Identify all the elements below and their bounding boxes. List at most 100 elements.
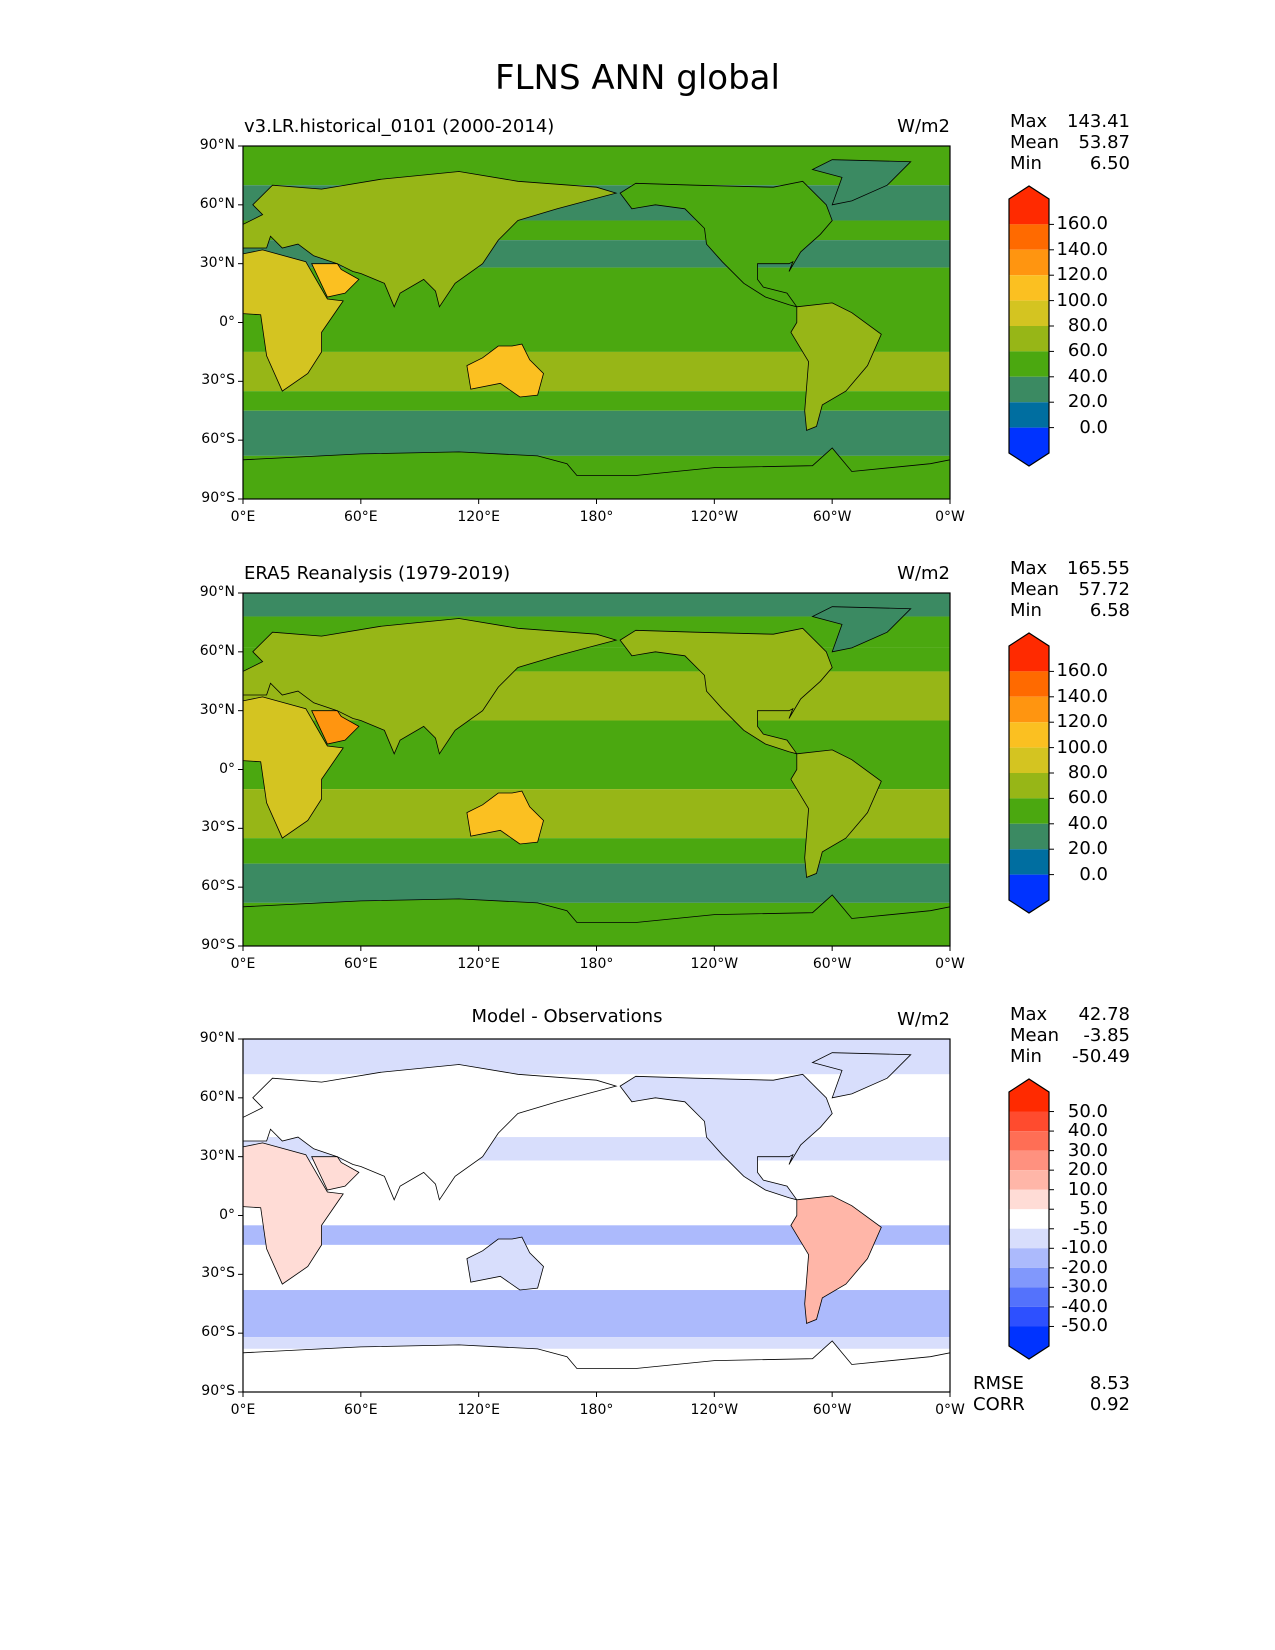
coastline-austr (466, 343, 544, 398)
colorbar-3 (1008, 1078, 1054, 1360)
colorbar-label: 50.0 (1067, 1100, 1108, 1122)
coastline-eurasia (243, 1064, 618, 1201)
colorbar-segment (1009, 326, 1049, 352)
y-tick-label: 60°N (199, 195, 235, 212)
colorbar-segment (1009, 427, 1049, 466)
x-tick-label: 120°E (457, 956, 500, 972)
stat-max-value: 143.41 (1067, 111, 1130, 132)
x-tick-label: 180° (579, 509, 614, 525)
colorbar-segment (1009, 1079, 1049, 1112)
colorbar-segment (1009, 1287, 1049, 1307)
y-tick-label: 90°S (201, 490, 235, 506)
colorbar-label: 30.0 (1067, 1139, 1108, 1161)
colorbar-label: 0.0 (1079, 863, 1108, 885)
x-tick-label: 60°W (812, 509, 852, 525)
coastline-arabia (311, 710, 360, 745)
colorbar-segment (1009, 402, 1049, 428)
colorbar-label: -20.0 (1061, 1256, 1108, 1278)
x-tick-label: 60°W (812, 956, 852, 972)
coastline-antarc (243, 447, 950, 499)
stat-mean-value: 57.72 (1078, 579, 1130, 600)
colorbar-segment (1009, 633, 1049, 672)
colorbar-segment (1009, 798, 1049, 824)
colorbar-segment (1009, 1248, 1049, 1268)
stat-min-value: -50.49 (1071, 1046, 1130, 1067)
coastline-austr (466, 790, 544, 845)
map-panel-1 (238, 145, 951, 504)
y-tick-label: 30°S (201, 372, 235, 389)
corr-label: CORR (973, 1394, 1025, 1415)
colorbar-segment (1009, 773, 1049, 799)
panel-title: Model - Observations (471, 1006, 663, 1027)
colorbar-label: 160.0 (1056, 660, 1108, 682)
colorbar-segment (1009, 671, 1049, 697)
rmse-value: 8.53 (1089, 1373, 1130, 1394)
colorbar-segment (1009, 722, 1049, 748)
coastline-samer (790, 1195, 882, 1324)
y-tick-label: 90°S (201, 1383, 235, 1399)
colorbar-label: -40.0 (1061, 1295, 1108, 1317)
coastline-namer (619, 180, 833, 308)
y-tick-label: 30°N (199, 1147, 235, 1164)
colorbar-label: 120.0 (1056, 711, 1108, 733)
stat-max-value: 42.78 (1078, 1004, 1130, 1025)
colorbar-label: 40.0 (1067, 812, 1108, 834)
colorbar-segment (1009, 249, 1049, 276)
panel-title: v3.LR.historical_0101 (2000-2014) (244, 116, 555, 137)
panel-units: W/m2 (897, 563, 950, 584)
stat-min-value: 6.50 (1089, 153, 1130, 174)
panel-title: ERA5 Reanalysis (1979-2019) (244, 563, 511, 584)
coastline-arabia (311, 263, 360, 298)
x-tick-label: 120°W (690, 956, 739, 972)
colorbar-label: 60.0 (1067, 787, 1108, 809)
stat-max-label: Max (1010, 111, 1048, 132)
colorbar-segment (1009, 747, 1049, 773)
y-tick-label: 30°N (199, 254, 235, 271)
stat-min-label: Min (1010, 153, 1042, 174)
contour-band (243, 1225, 950, 1245)
x-tick-label: 0°E (230, 509, 256, 525)
colorbar-segment (1009, 300, 1049, 326)
colorbar-segment (1009, 1111, 1049, 1132)
stat-mean-value: -3.85 (1083, 1025, 1130, 1046)
colorbar-label: 140.0 (1056, 238, 1108, 260)
x-tick-label: 0°W (935, 509, 965, 525)
y-tick-label: 90°S (201, 937, 235, 953)
colorbar-segment (1009, 1306, 1049, 1327)
x-tick-label: 120°E (457, 509, 500, 525)
colorbar-label: 160.0 (1056, 213, 1108, 235)
colorbar-segment (1009, 1189, 1049, 1210)
coastline-greenland (811, 1052, 912, 1099)
colorbar-segment (1009, 1267, 1049, 1288)
x-tick-label: 120°E (457, 1402, 500, 1418)
x-tick-label: 0°E (230, 1402, 256, 1418)
map-panel-2 (238, 592, 951, 951)
coastline-africa (243, 1142, 344, 1285)
colorbar-label: 40.0 (1067, 1120, 1108, 1142)
y-tick-label: 0° (219, 760, 235, 777)
y-tick-label: 30°N (199, 701, 235, 718)
colorbar-segment (1009, 1326, 1049, 1359)
stat-max-label: Max (1010, 1004, 1048, 1025)
contour-band (243, 1337, 950, 1349)
colorbar-segment (1009, 224, 1049, 250)
stat-min-value: 6.58 (1089, 600, 1130, 621)
colorbar-label: 20.0 (1067, 1159, 1108, 1181)
colorbar-outline (1008, 185, 1050, 467)
colorbar-label: 5.0 (1079, 1198, 1108, 1220)
colorbar-label: -50.0 (1061, 1315, 1108, 1337)
contour-band (243, 1290, 950, 1338)
contour-band (243, 863, 950, 903)
colorbar-outline (1008, 632, 1050, 914)
x-tick-label: 0°E (230, 956, 256, 972)
y-tick-label: 60°S (201, 431, 235, 448)
x-tick-label: 0°W (935, 956, 965, 972)
y-tick-label: 90°N (199, 584, 235, 600)
coastline-greenland (811, 606, 912, 653)
coastline-antarc (243, 894, 950, 946)
y-tick-label: 60°S (201, 1324, 235, 1341)
x-tick-label: 180° (579, 956, 614, 972)
stat-mean-label: Mean (1010, 1025, 1060, 1046)
coastline-samer (790, 749, 882, 878)
